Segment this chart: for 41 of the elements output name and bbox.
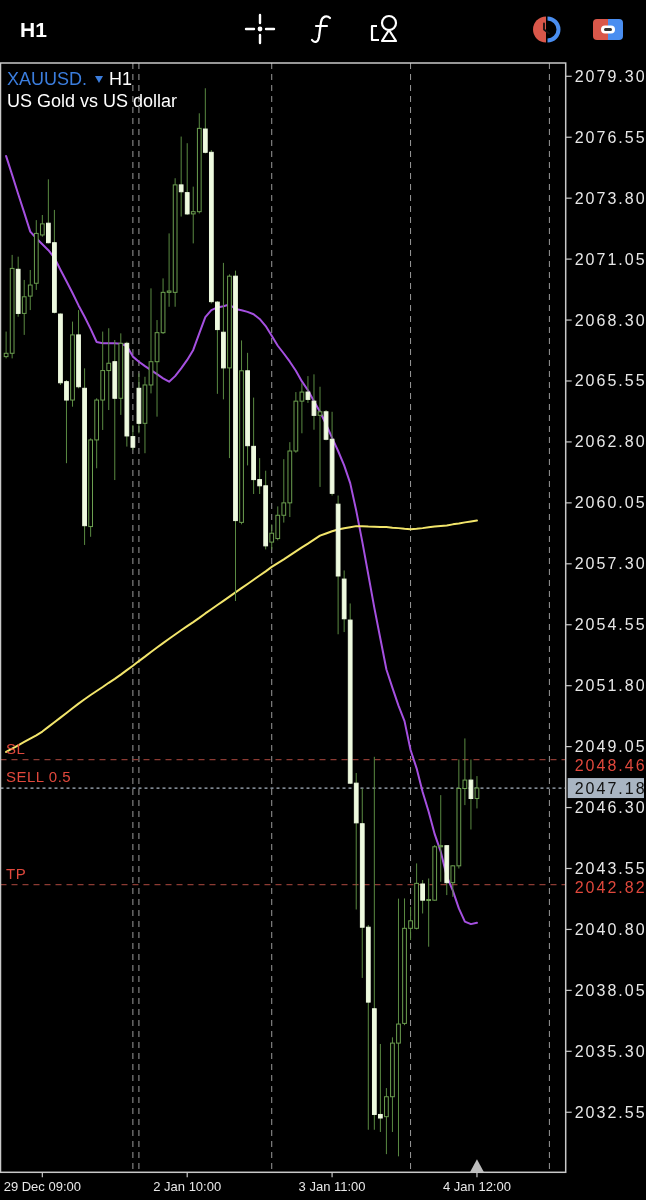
y-tick-label: 2076.55 xyxy=(574,128,646,146)
ref-line-label: TP xyxy=(6,864,27,882)
y-tick-label: 2038.05 xyxy=(574,981,646,999)
text: 2047.18 xyxy=(574,779,646,797)
text: 2042.82 xyxy=(574,878,646,896)
y-tick-label: 2065.55 xyxy=(574,372,646,390)
x-tick-label: 4 Jan 12:00 xyxy=(442,1179,511,1194)
candlestick xyxy=(184,142,190,216)
text: US Gold vs US dollar xyxy=(7,90,178,112)
text: H1 xyxy=(20,18,48,41)
candlestick xyxy=(305,375,311,404)
y-tick-label: 2068.30 xyxy=(574,311,646,329)
y-tick-label: 2049.05 xyxy=(574,738,646,756)
chart-title: XAUUSD. xyxy=(7,68,88,90)
y-tick-label: 2051.80 xyxy=(574,677,646,695)
y-tick-label: 2079.30 xyxy=(574,67,646,85)
y-tick-label: 2035.30 xyxy=(574,1042,646,1060)
y-tick-label: 2073.80 xyxy=(574,189,646,207)
candlestick xyxy=(178,136,184,218)
y-tick-label: 2040.80 xyxy=(574,920,646,938)
y-tick-label: 2043.55 xyxy=(574,859,646,877)
line-series xyxy=(5,155,478,926)
candlestick xyxy=(317,386,323,488)
text: 2048.46 xyxy=(574,757,646,775)
y-tick-label: 2060.05 xyxy=(574,494,646,512)
candlestick xyxy=(468,758,474,830)
y-tick-label: 2054.55 xyxy=(574,616,646,634)
x-tick-label: 29 Dec 09:00 xyxy=(3,1179,82,1194)
y-tick-label: 2032.55 xyxy=(574,1103,646,1121)
y-tick-label: 2062.80 xyxy=(574,433,646,451)
x-tick-label: 2 Jan 10:00 xyxy=(153,1179,222,1194)
candlestick xyxy=(474,775,480,809)
y-tick-label: 2071.05 xyxy=(574,250,646,268)
annotation: H1 xyxy=(109,68,133,90)
ref-line-label: SELL 0.5 xyxy=(6,768,72,786)
y-tick-label: 2046.30 xyxy=(574,799,646,817)
line-series xyxy=(5,519,478,753)
candlestick xyxy=(311,373,317,431)
candlestick xyxy=(420,879,426,914)
y-tick-label: 2057.30 xyxy=(574,555,646,573)
x-tick-label: 3 Jan 11:00 xyxy=(298,1179,366,1194)
